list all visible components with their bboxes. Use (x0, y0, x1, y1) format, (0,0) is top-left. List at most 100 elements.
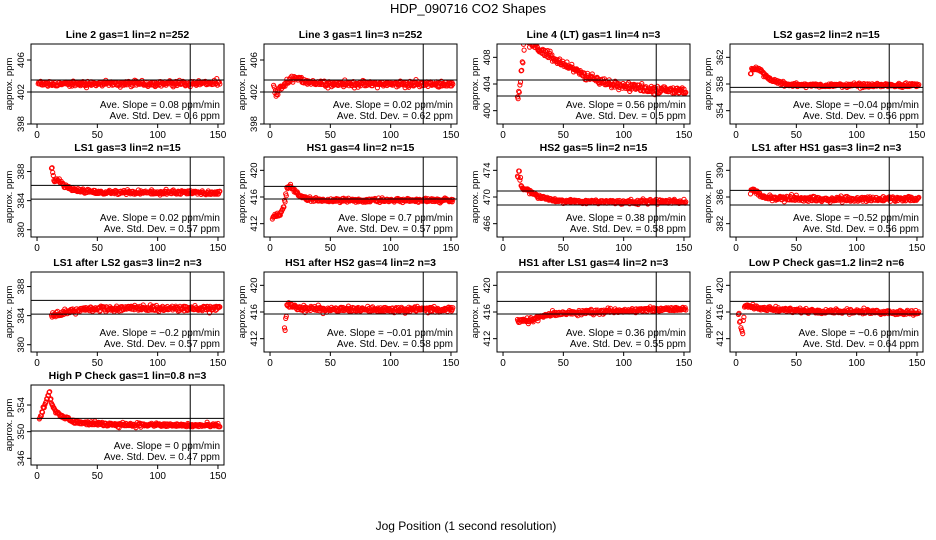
data-point (739, 328, 745, 334)
y-tick-label: 406 (16, 52, 27, 68)
data-point (737, 318, 743, 324)
data-point (281, 204, 287, 210)
x-tick-label: 50 (791, 358, 803, 369)
y-tick-label: 354 (715, 103, 726, 119)
y-tick-label: 390 (715, 162, 726, 178)
data-point (517, 174, 524, 181)
plot-frame (30, 271, 225, 353)
data-point (569, 61, 575, 67)
x-tick-label: 150 (210, 358, 227, 369)
y-tick-label: 404 (482, 76, 493, 92)
y-tick-label: 362 (715, 49, 726, 65)
panel-title: LS2 gas=2 lin=2 n=15 (773, 29, 880, 41)
y-tick-label: 398 (16, 116, 27, 132)
y-tick-label: 346 (16, 450, 27, 466)
sd-annotation: Ave. Std. Dev. = 0.57 ppm (104, 339, 220, 350)
y-tick-label: 466 (482, 216, 493, 232)
data-point (517, 82, 523, 88)
x-tick-label: 100 (615, 358, 632, 369)
x-tick-label: 150 (909, 243, 926, 254)
chart-panel: Line 4 (LT) gas=1 lin=4 n=3 0 50 100 150 400 4… (470, 29, 693, 141)
slope-annotation: Ave. Slope = 0.38 ppm/min (566, 213, 686, 224)
y-tick-label: 416 (482, 304, 493, 320)
data-series (35, 76, 223, 91)
panel-title: High P Check gas=1 lin=0.8 n=3 (49, 370, 207, 382)
x-tick-label: 50 (325, 130, 337, 141)
slope-annotation: Ave. Slope = −0.52 ppm/min (793, 213, 919, 224)
y-tick-label: 358 (715, 76, 726, 92)
data-point (217, 304, 223, 310)
data-point (788, 192, 795, 198)
x-tick-label: 150 (210, 130, 227, 141)
sd-annotation: Ave. Std. Dev. = 0.56 ppm (803, 111, 919, 122)
panel-title: LS1 after HS1 gas=3 lin=2 n=3 (752, 142, 902, 154)
y-tick-label: 420 (715, 277, 726, 293)
x-tick-label: 50 (325, 243, 337, 254)
x-tick-label: 50 (791, 243, 803, 254)
data-point (47, 389, 53, 395)
chart-panel: HS1 after HS2 gas=4 lin=2 n=3 0 50 100 150 41… (237, 257, 460, 369)
chart-panel: LS1 after HS1 gas=3 lin=2 n=3 0 50 100 150 38… (703, 142, 926, 254)
data-point (639, 81, 645, 87)
data-series (514, 168, 689, 208)
x-tick-label: 150 (210, 471, 227, 482)
y-tick-label: 416 (249, 304, 260, 320)
chart-panel: HS1 after LS1 gas=4 lin=2 n=3 0 50 100 150 41… (470, 257, 693, 369)
data-point (217, 424, 223, 430)
x-tick-label: 50 (325, 358, 337, 369)
data-point (517, 79, 524, 85)
panels-container: Line 2 gas=1 lin=2 n=252 0 50 100 150 398 402 4… (4, 29, 926, 482)
plot-frame (30, 156, 225, 238)
y-tick-label: 474 (482, 162, 493, 178)
x-tick-label: 0 (34, 358, 40, 369)
data-point (682, 305, 688, 311)
sd-annotation: Ave. Std. Dev. = 0.56 ppm (803, 224, 919, 235)
plot-frame (263, 43, 458, 125)
data-point (740, 317, 746, 324)
data-point (773, 303, 779, 309)
data-point (683, 307, 689, 313)
data-series (281, 300, 456, 333)
data-series (747, 64, 922, 91)
x-tick-label: 50 (92, 471, 104, 482)
panel-title: HS1 after HS2 gas=4 lin=2 n=3 (285, 257, 436, 269)
y-axis-label: approx. ppm (237, 286, 248, 339)
data-point (450, 81, 456, 87)
x-tick-label: 150 (676, 358, 693, 369)
sd-annotation: Ave. Std. Dev. = 0.6 ppm (109, 111, 220, 122)
slope-annotation: Ave. Slope = 0.02 ppm/min (333, 100, 453, 111)
data-series (271, 73, 456, 99)
y-tick-label: 354 (16, 397, 27, 413)
panel-title: Line 3 gas=1 lin=3 n=252 (299, 29, 423, 41)
y-axis-label: approx. ppm (470, 171, 481, 224)
data-series (747, 186, 922, 205)
x-tick-label: 0 (733, 130, 739, 141)
x-tick-label: 50 (558, 243, 570, 254)
panel-title: HS1 after LS1 gas=4 lin=2 n=3 (519, 257, 669, 269)
y-axis-label: approx. ppm (237, 58, 248, 111)
y-tick-label: 412 (715, 331, 726, 347)
x-tick-label: 100 (149, 130, 166, 141)
data-point (450, 305, 456, 311)
sd-annotation: Ave. Std. Dev. = 0.47 ppm (104, 452, 220, 463)
y-tick-label: 388 (16, 164, 27, 180)
x-tick-label: 0 (34, 471, 40, 482)
x-tick-label: 100 (149, 471, 166, 482)
x-tick-label: 100 (382, 358, 399, 369)
data-point (283, 193, 289, 199)
chart-panel: Line 3 gas=1 lin=3 n=252 0 50 100 150 398 402 4… (237, 29, 460, 141)
x-tick-label: 100 (149, 243, 166, 254)
y-tick-label: 406 (249, 52, 260, 68)
x-tick-label: 0 (267, 130, 273, 141)
data-point (49, 165, 55, 171)
x-tick-label: 100 (149, 358, 166, 369)
chart-panel: HS2 gas=5 lin=2 n=15 0 50 100 150 466 470 474ap… (470, 142, 693, 254)
chart-panel: Line 2 gas=1 lin=2 n=252 0 50 100 150 398 402 4… (4, 29, 227, 141)
x-tick-label: 50 (558, 358, 570, 369)
x-tick-label: 0 (267, 358, 273, 369)
panel-title: Low P Check gas=1.2 lin=2 n=6 (749, 257, 904, 269)
slope-annotation: Ave. Slope = 0.56 ppm/min (566, 100, 686, 111)
plot-frame (30, 384, 225, 466)
y-tick-label: 408 (482, 49, 493, 65)
